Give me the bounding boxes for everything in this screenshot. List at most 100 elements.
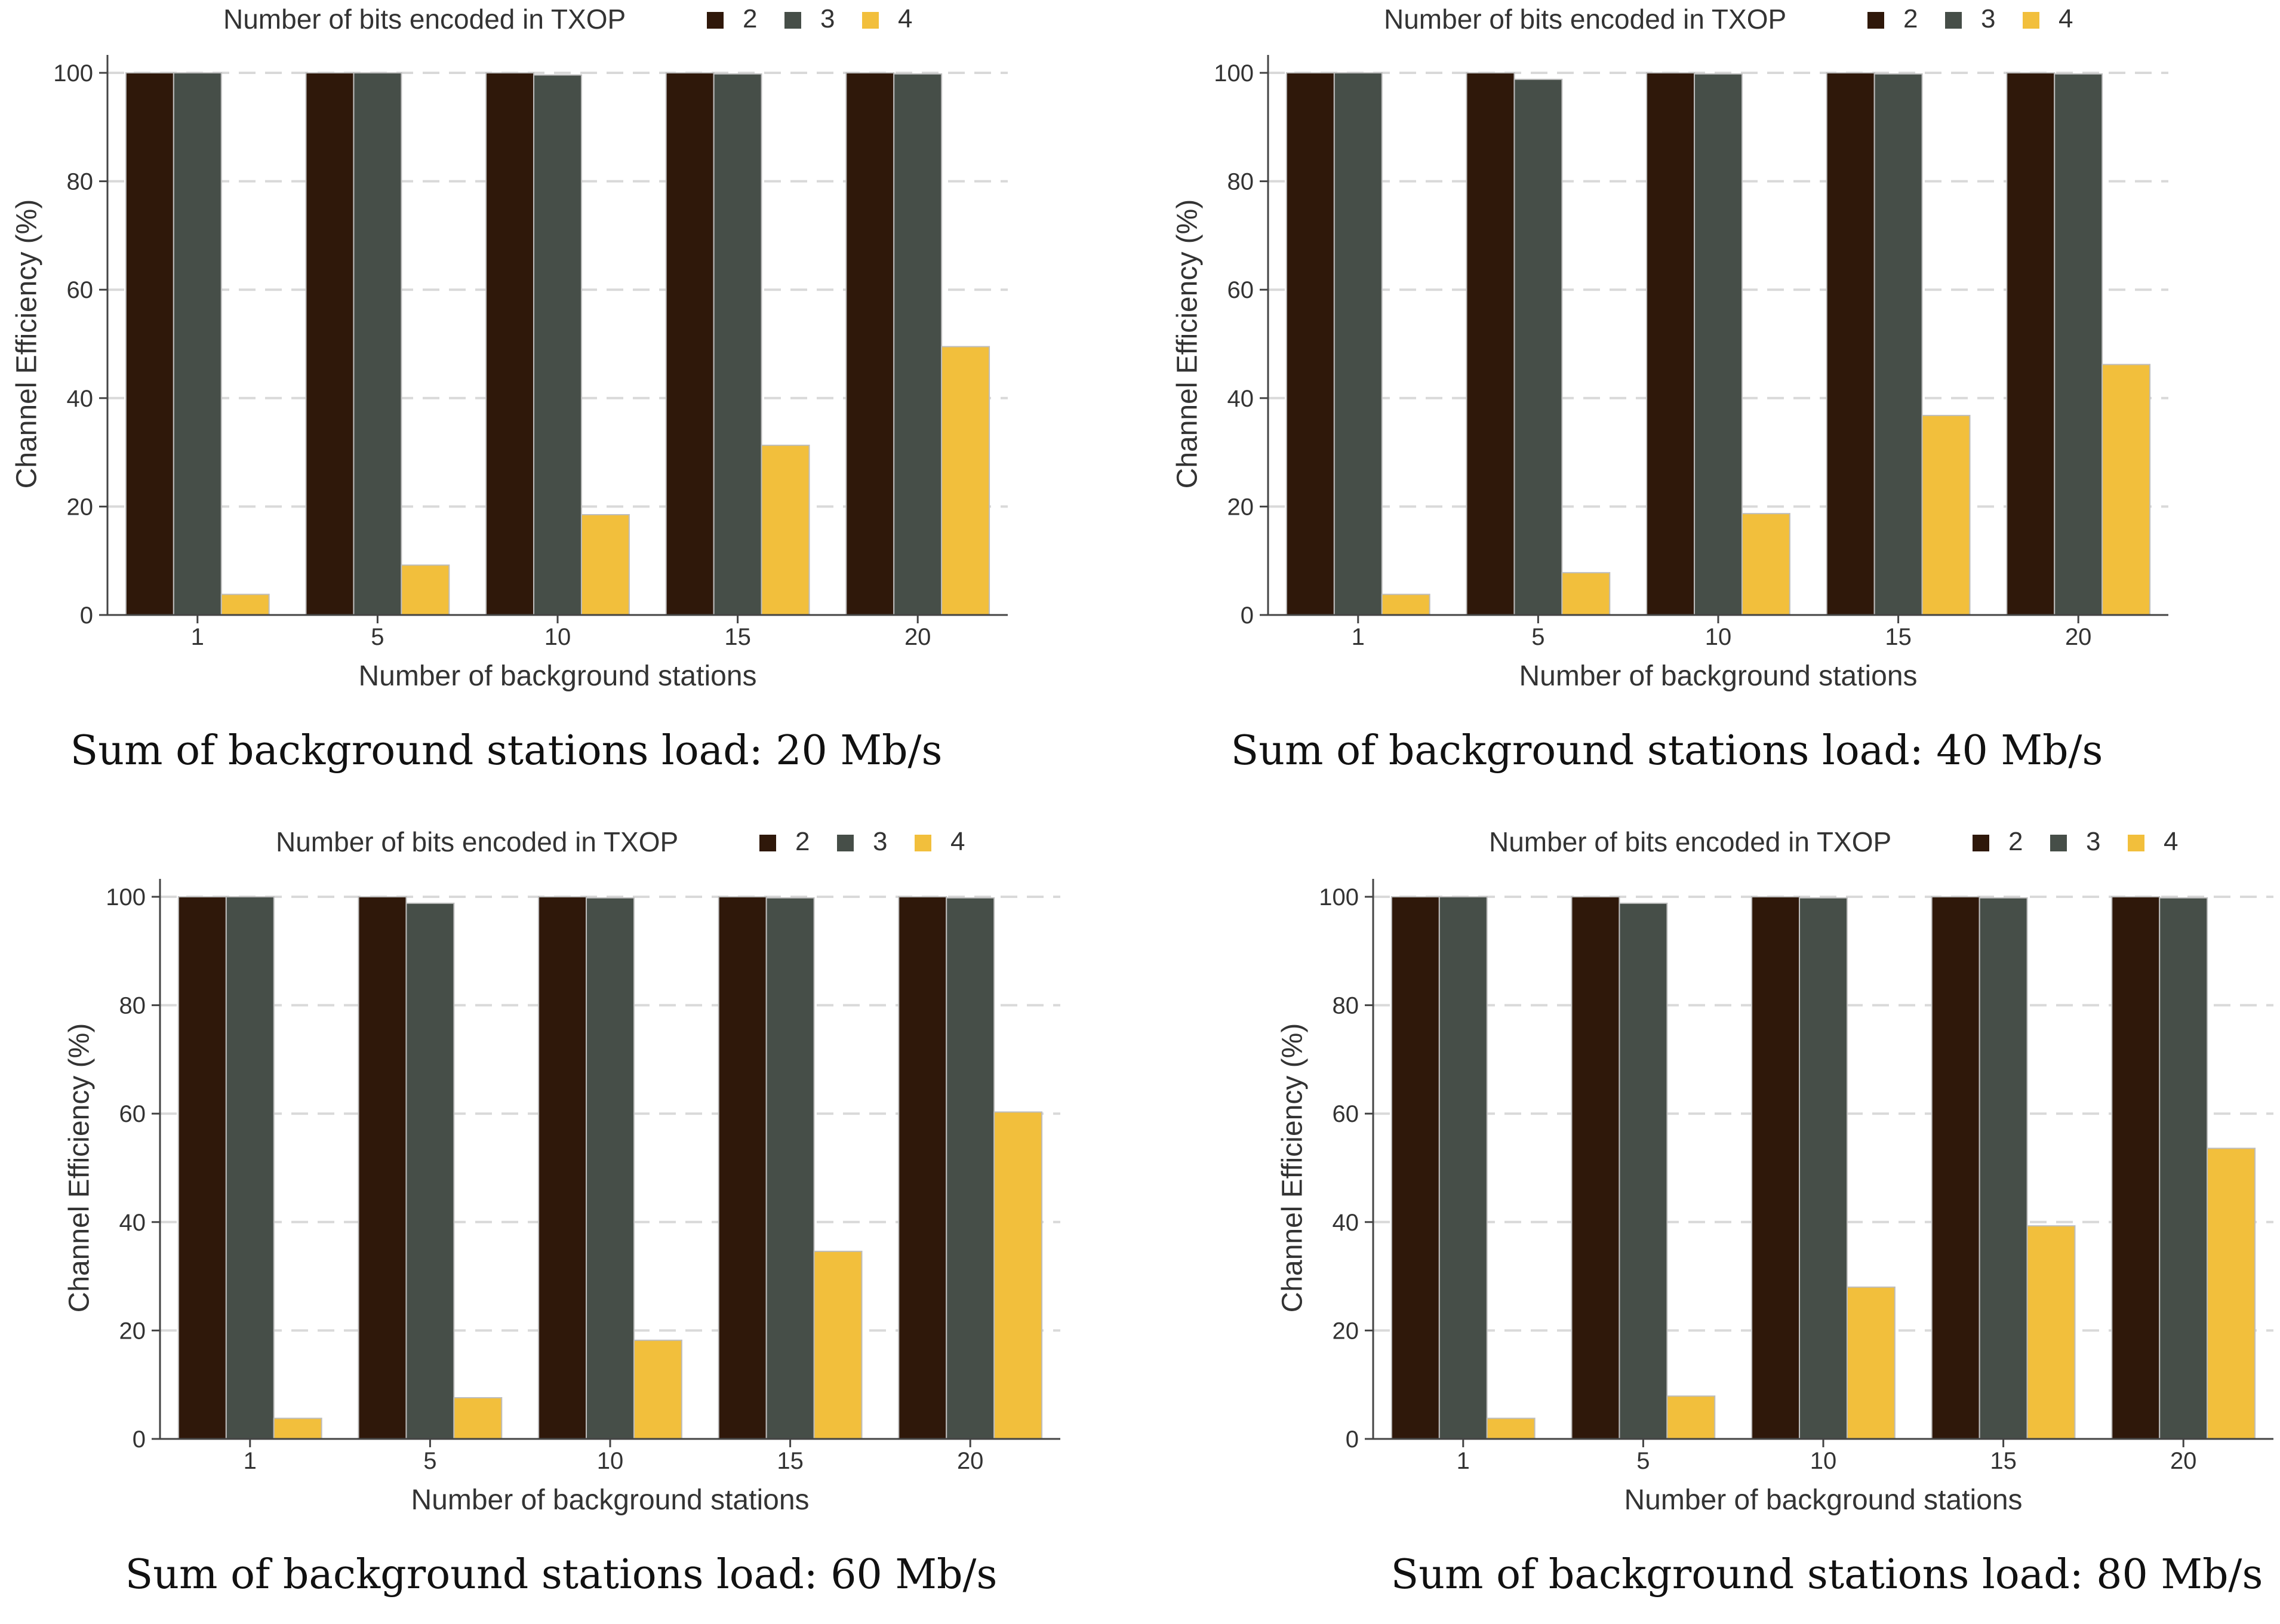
legend-label-3: 3 (873, 827, 887, 856)
y-axis-label: Channel Efficiency (%) (64, 1023, 96, 1313)
bar-series-2-cat-15 (1931, 896, 1980, 1440)
x-tick-label: 5 (1531, 624, 1544, 650)
legend-swatch-3 (837, 835, 854, 851)
bar-series-2-cat-20 (845, 72, 895, 616)
bar-series-3-cat-10 (1694, 73, 1743, 616)
bar-series-3-cat-5 (353, 72, 402, 616)
legend-swatch-3 (784, 12, 801, 29)
x-tick-label: 10 (1705, 624, 1732, 650)
legend-swatch-4 (915, 835, 931, 851)
panel-caption: Sum of background stations load: 60 Mb/s (125, 1551, 998, 1598)
y-tick-label: 40 (67, 386, 94, 412)
x-tick-label: 20 (957, 1448, 984, 1474)
bar-series-4-cat-15 (761, 444, 810, 616)
legend-label-2: 2 (743, 4, 757, 33)
x-tick-label: 15 (777, 1448, 804, 1474)
bar-series-4-cat-20 (941, 346, 990, 616)
bar-series-2-cat-15 (718, 896, 767, 1440)
bar-series-4-cat-10 (1741, 513, 1790, 616)
bar-series-4-cat-1 (220, 593, 270, 616)
y-tick-label: 0 (1241, 602, 1254, 629)
bar-series-4-cat-5 (401, 564, 450, 616)
bar-series-2-cat-15 (1826, 72, 1875, 616)
legend-title: Number of bits encoded in TXOP (1489, 826, 1891, 857)
bar-series-4-cat-5 (453, 1397, 503, 1440)
legend-label-4: 4 (2164, 827, 2178, 856)
panel-caption: Sum of background stations load: 80 Mb/s (1391, 1551, 2263, 1598)
bar-series-3-cat-20 (893, 73, 943, 616)
y-tick-label: 20 (1333, 1318, 1359, 1344)
panel-caption: Sum of background stations load: 40 Mb/s (1231, 727, 2103, 774)
y-tick-label: 20 (67, 494, 94, 520)
bar-series-2-cat-5 (1466, 72, 1515, 616)
bar-series-4-cat-1 (1381, 593, 1430, 616)
bar-series-2-cat-10 (538, 896, 587, 1440)
x-axis-label: Number of background stations (358, 660, 756, 692)
x-tick-label: 1 (244, 1448, 257, 1474)
legend-label-4: 4 (898, 4, 912, 33)
y-tick-label: 100 (1319, 884, 1359, 911)
bar-series-2-cat-1 (1285, 72, 1335, 616)
y-tick-label: 80 (119, 993, 146, 1019)
x-tick-label: 15 (1885, 624, 1912, 650)
bar-series-3-cat-20 (2054, 73, 2103, 616)
legend-label-2: 2 (1903, 4, 1918, 33)
legend-swatch-2 (759, 835, 776, 851)
legend-swatch-3 (1945, 12, 1962, 29)
bar-series-3-cat-5 (1513, 78, 1563, 616)
x-tick-label: 10 (544, 624, 571, 650)
y-tick-label: 60 (119, 1101, 146, 1127)
y-tick-label: 20 (1227, 494, 1254, 520)
bar-series-4-cat-10 (633, 1339, 682, 1440)
bar-series-2-cat-1 (125, 72, 174, 616)
bar-series-3-cat-15 (713, 73, 762, 616)
bar-series-3-cat-5 (405, 902, 455, 1440)
legend-title: Number of bits encoded in TXOP (1384, 4, 1786, 35)
legend-swatch-2 (1867, 12, 1884, 29)
x-axis-label: Number of background stations (1519, 660, 1917, 692)
x-tick-label: 20 (2170, 1448, 2197, 1474)
bar-series-4-cat-15 (813, 1250, 863, 1440)
bar-series-3-cat-5 (1619, 902, 1668, 1440)
legend-title: Number of bits encoded in TXOP (276, 826, 678, 857)
y-tick-label: 80 (1333, 993, 1359, 1019)
legend-label-4: 4 (2059, 4, 2073, 33)
legend-title: Number of bits encoded in TXOP (223, 4, 626, 35)
legend-swatch-2 (707, 12, 724, 29)
y-tick-label: 0 (80, 602, 93, 629)
bar-series-4-cat-10 (580, 514, 630, 616)
bar-series-2-cat-20 (898, 896, 947, 1440)
x-axis-label: Number of background stations (1624, 1484, 2022, 1516)
y-tick-label: 20 (119, 1318, 146, 1344)
legend-swatch-4 (2128, 835, 2144, 851)
x-tick-label: 5 (423, 1448, 436, 1474)
legend-label-4: 4 (950, 827, 965, 856)
y-tick-label: 60 (1333, 1101, 1359, 1127)
bar-series-4-cat-1 (273, 1417, 322, 1440)
legend-swatch-3 (2050, 835, 2067, 851)
x-tick-label: 20 (2065, 624, 2092, 650)
x-tick-label: 5 (1636, 1448, 1650, 1474)
legend-swatch-4 (2023, 12, 2039, 29)
y-tick-label: 60 (1227, 277, 1254, 303)
x-tick-label: 10 (1810, 1448, 1837, 1474)
bar-series-3-cat-20 (2159, 897, 2208, 1440)
bar-series-2-cat-10 (1751, 896, 1801, 1440)
x-tick-label: 1 (1352, 624, 1365, 650)
bar-series-2-cat-5 (358, 896, 407, 1440)
bar-series-2-cat-10 (485, 72, 535, 616)
y-tick-label: 100 (106, 884, 146, 911)
bar-series-3-cat-1 (1333, 72, 1383, 616)
y-axis-label: Channel Efficiency (%) (1172, 199, 1204, 489)
y-axis-label: Channel Efficiency (%) (1277, 1023, 1309, 1313)
x-tick-label: 10 (597, 1448, 624, 1474)
x-tick-label: 20 (904, 624, 931, 650)
y-tick-label: 40 (1227, 386, 1254, 412)
x-tick-label: 15 (1990, 1448, 2017, 1474)
y-tick-label: 80 (1227, 169, 1254, 195)
bar-series-3-cat-20 (946, 897, 995, 1440)
y-tick-label: 0 (1346, 1426, 1359, 1453)
